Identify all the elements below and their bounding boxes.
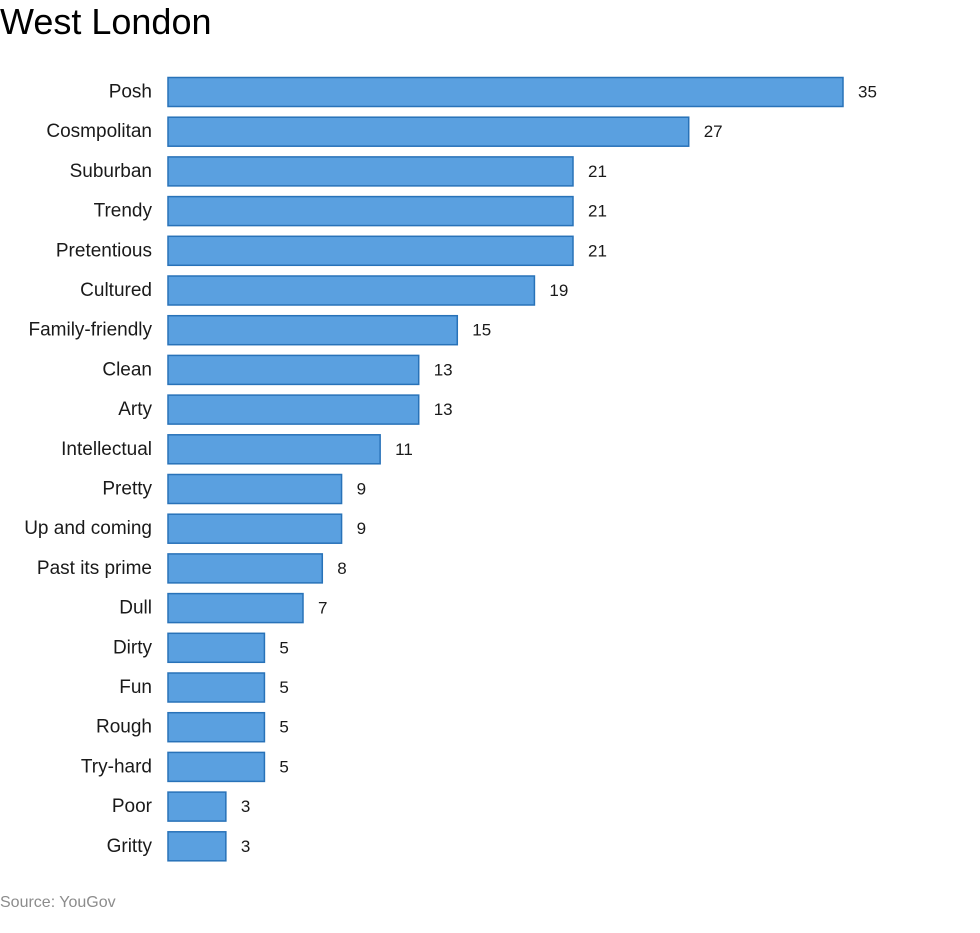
- category-label: Intellectual: [61, 439, 152, 460]
- category-label: Dull: [119, 598, 152, 619]
- data-label: 5: [279, 757, 288, 776]
- bar-cultured: [167, 275, 536, 306]
- category-label: Trendy: [94, 201, 153, 222]
- category-label: Cosmpolitan: [46, 121, 152, 142]
- data-label: 13: [434, 400, 453, 419]
- data-label: 13: [434, 360, 453, 379]
- bar-past-its-prime: [167, 553, 324, 584]
- data-label: 8: [337, 559, 346, 578]
- bar-suburban: [167, 156, 574, 187]
- category-label: Past its prime: [37, 558, 152, 579]
- category-label: Try-hard: [81, 756, 152, 777]
- bar-family-friendly: [167, 314, 459, 346]
- data-label: 19: [549, 281, 568, 300]
- bar-dull: [167, 592, 304, 624]
- bar-try-hard: [167, 751, 266, 783]
- bar-up-and-coming: [167, 513, 343, 544]
- category-label: Clean: [102, 359, 152, 380]
- data-label: 27: [704, 122, 723, 141]
- category-label: Pretentious: [56, 240, 152, 261]
- data-label: 21: [588, 241, 607, 260]
- category-label: Cultured: [80, 280, 152, 301]
- bar-fun: [167, 672, 266, 703]
- bar-rough: [167, 711, 266, 743]
- category-label: Suburban: [70, 161, 152, 182]
- bar-posh: [167, 76, 844, 108]
- category-label: Up and coming: [24, 518, 152, 539]
- data-label: 7: [318, 599, 327, 618]
- chart-title: West London: [0, 1, 212, 42]
- bar-pretty: [167, 473, 343, 505]
- category-label: Pretty: [102, 479, 152, 500]
- data-label: 35: [858, 83, 877, 102]
- bar-clean: [167, 354, 420, 386]
- data-label: 11: [395, 440, 413, 459]
- data-label: 9: [357, 480, 366, 499]
- data-label: 3: [241, 797, 250, 816]
- data-label: 5: [279, 718, 288, 737]
- bar-pretentious: [167, 235, 574, 267]
- category-label: Poor: [112, 796, 153, 817]
- category-label: Fun: [119, 677, 152, 698]
- bar-gritty: [167, 831, 227, 862]
- bar-dirty: [167, 632, 266, 664]
- bar-trendy: [167, 195, 574, 227]
- data-label: 5: [279, 638, 288, 657]
- data-label: 21: [588, 162, 607, 181]
- data-label: 9: [357, 519, 366, 538]
- category-label: Gritty: [107, 836, 153, 857]
- category-label: Dirty: [113, 637, 153, 658]
- data-label: 15: [472, 321, 491, 340]
- bar-cosmpolitan: [167, 116, 690, 147]
- bar-intellectual: [167, 434, 381, 465]
- source-note: Source: YouGov: [0, 894, 116, 911]
- category-label: Family-friendly: [28, 320, 152, 341]
- bar-poor: [167, 791, 227, 822]
- category-label: Posh: [109, 82, 152, 103]
- data-label: 21: [588, 202, 607, 221]
- data-label: 5: [279, 678, 288, 697]
- bar-arty: [167, 394, 420, 425]
- category-label: Arty: [118, 399, 152, 420]
- category-label: Rough: [96, 717, 152, 738]
- data-label: 3: [241, 837, 250, 856]
